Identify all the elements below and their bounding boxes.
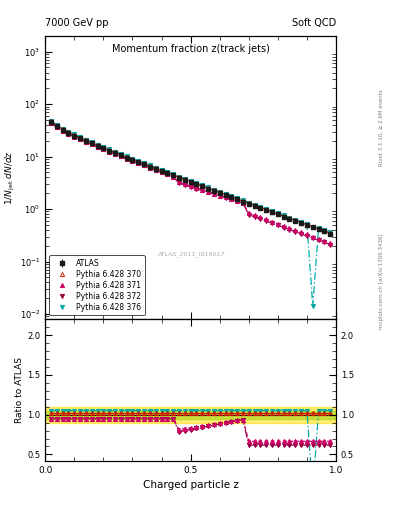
Text: mcplots.cern.ch [arXiv:1306.3436]: mcplots.cern.ch [arXiv:1306.3436] — [379, 234, 384, 329]
Bar — [45, 411, 336, 419]
Text: Momentum fraction z(track jets): Momentum fraction z(track jets) — [112, 45, 270, 54]
Text: 7000 GeV pp: 7000 GeV pp — [45, 18, 109, 28]
Text: ATLAS_2011_I919017: ATLAS_2011_I919017 — [157, 251, 224, 257]
Y-axis label: $1/N_\mathrm{jet}\ dN/dz$: $1/N_\mathrm{jet}\ dN/dz$ — [4, 150, 17, 205]
Legend: ATLAS, Pythia 6.428 370, Pythia 6.428 371, Pythia 6.428 372, Pythia 6.428 376: ATLAS, Pythia 6.428 370, Pythia 6.428 37… — [49, 255, 145, 315]
X-axis label: Charged particle z: Charged particle z — [143, 480, 239, 490]
Bar — [45, 407, 336, 422]
Y-axis label: Ratio to ATLAS: Ratio to ATLAS — [15, 357, 24, 423]
Text: Rivet 3.1.10, ≥ 2.6M events: Rivet 3.1.10, ≥ 2.6M events — [379, 90, 384, 166]
Text: Soft QCD: Soft QCD — [292, 18, 336, 28]
